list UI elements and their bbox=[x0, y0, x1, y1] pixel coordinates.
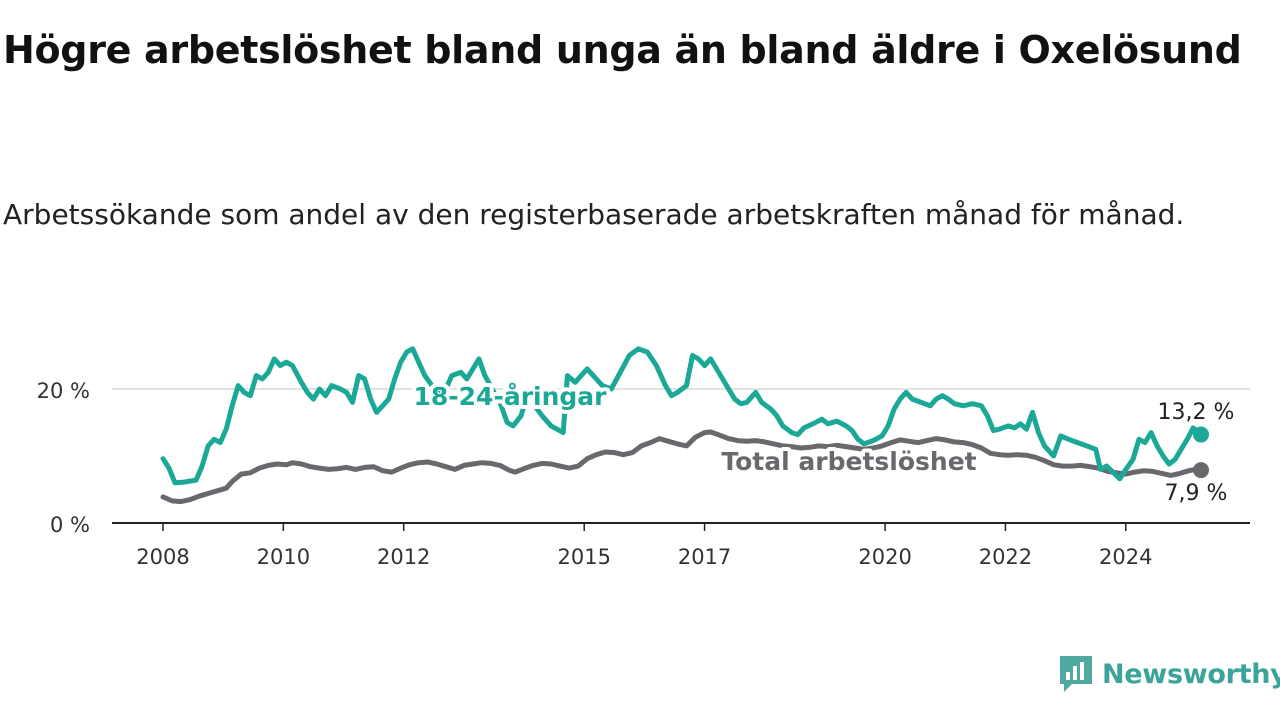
series-label-total: Total arbetslöshet bbox=[721, 447, 976, 476]
newsworthy-logo-icon bbox=[1060, 656, 1092, 692]
x-tick-label: 2008 bbox=[136, 545, 189, 569]
series-end-point bbox=[1193, 426, 1209, 443]
x-tick-label: 2017 bbox=[678, 545, 731, 569]
brand-name: Newsworthy bbox=[1102, 658, 1280, 690]
end-value-label-youth: 13,2 % bbox=[1158, 400, 1235, 425]
grid-layer: 0 % 20 % 2008 2010 2012 2015 2017 2020 2022 2024 bbox=[37, 379, 1250, 569]
end-value-label-total: 7,9 % bbox=[1165, 481, 1228, 506]
series-layer bbox=[160, 346, 1209, 505]
x-tick-label: 2022 bbox=[979, 545, 1032, 569]
x-tick-label: 2015 bbox=[557, 545, 610, 569]
series-label-youth: 18-24-åringar bbox=[414, 382, 608, 411]
series-line bbox=[160, 429, 1204, 505]
x-tick-label: 2020 bbox=[858, 545, 911, 569]
x-tick-label: 2012 bbox=[377, 545, 430, 569]
y-tick-label: 20 % bbox=[37, 379, 90, 403]
y-tick-label: 0 % bbox=[50, 513, 90, 537]
x-tick-label: 2010 bbox=[257, 545, 310, 569]
series-line bbox=[160, 346, 1204, 486]
x-tick-label: 2024 bbox=[1099, 545, 1152, 569]
chart-title: Högre arbetslöshet bland unga än bland ä… bbox=[3, 28, 1242, 72]
label-layer: 18-24-åringar Total arbetslöshet 13,2 % 7,9… bbox=[410, 378, 1235, 506]
chart-subtitle: Arbetssökande som andel av den registerb… bbox=[3, 198, 1185, 231]
newsworthy-logo: Newsworthy bbox=[1058, 654, 1280, 694]
series-end-point bbox=[1193, 462, 1209, 479]
